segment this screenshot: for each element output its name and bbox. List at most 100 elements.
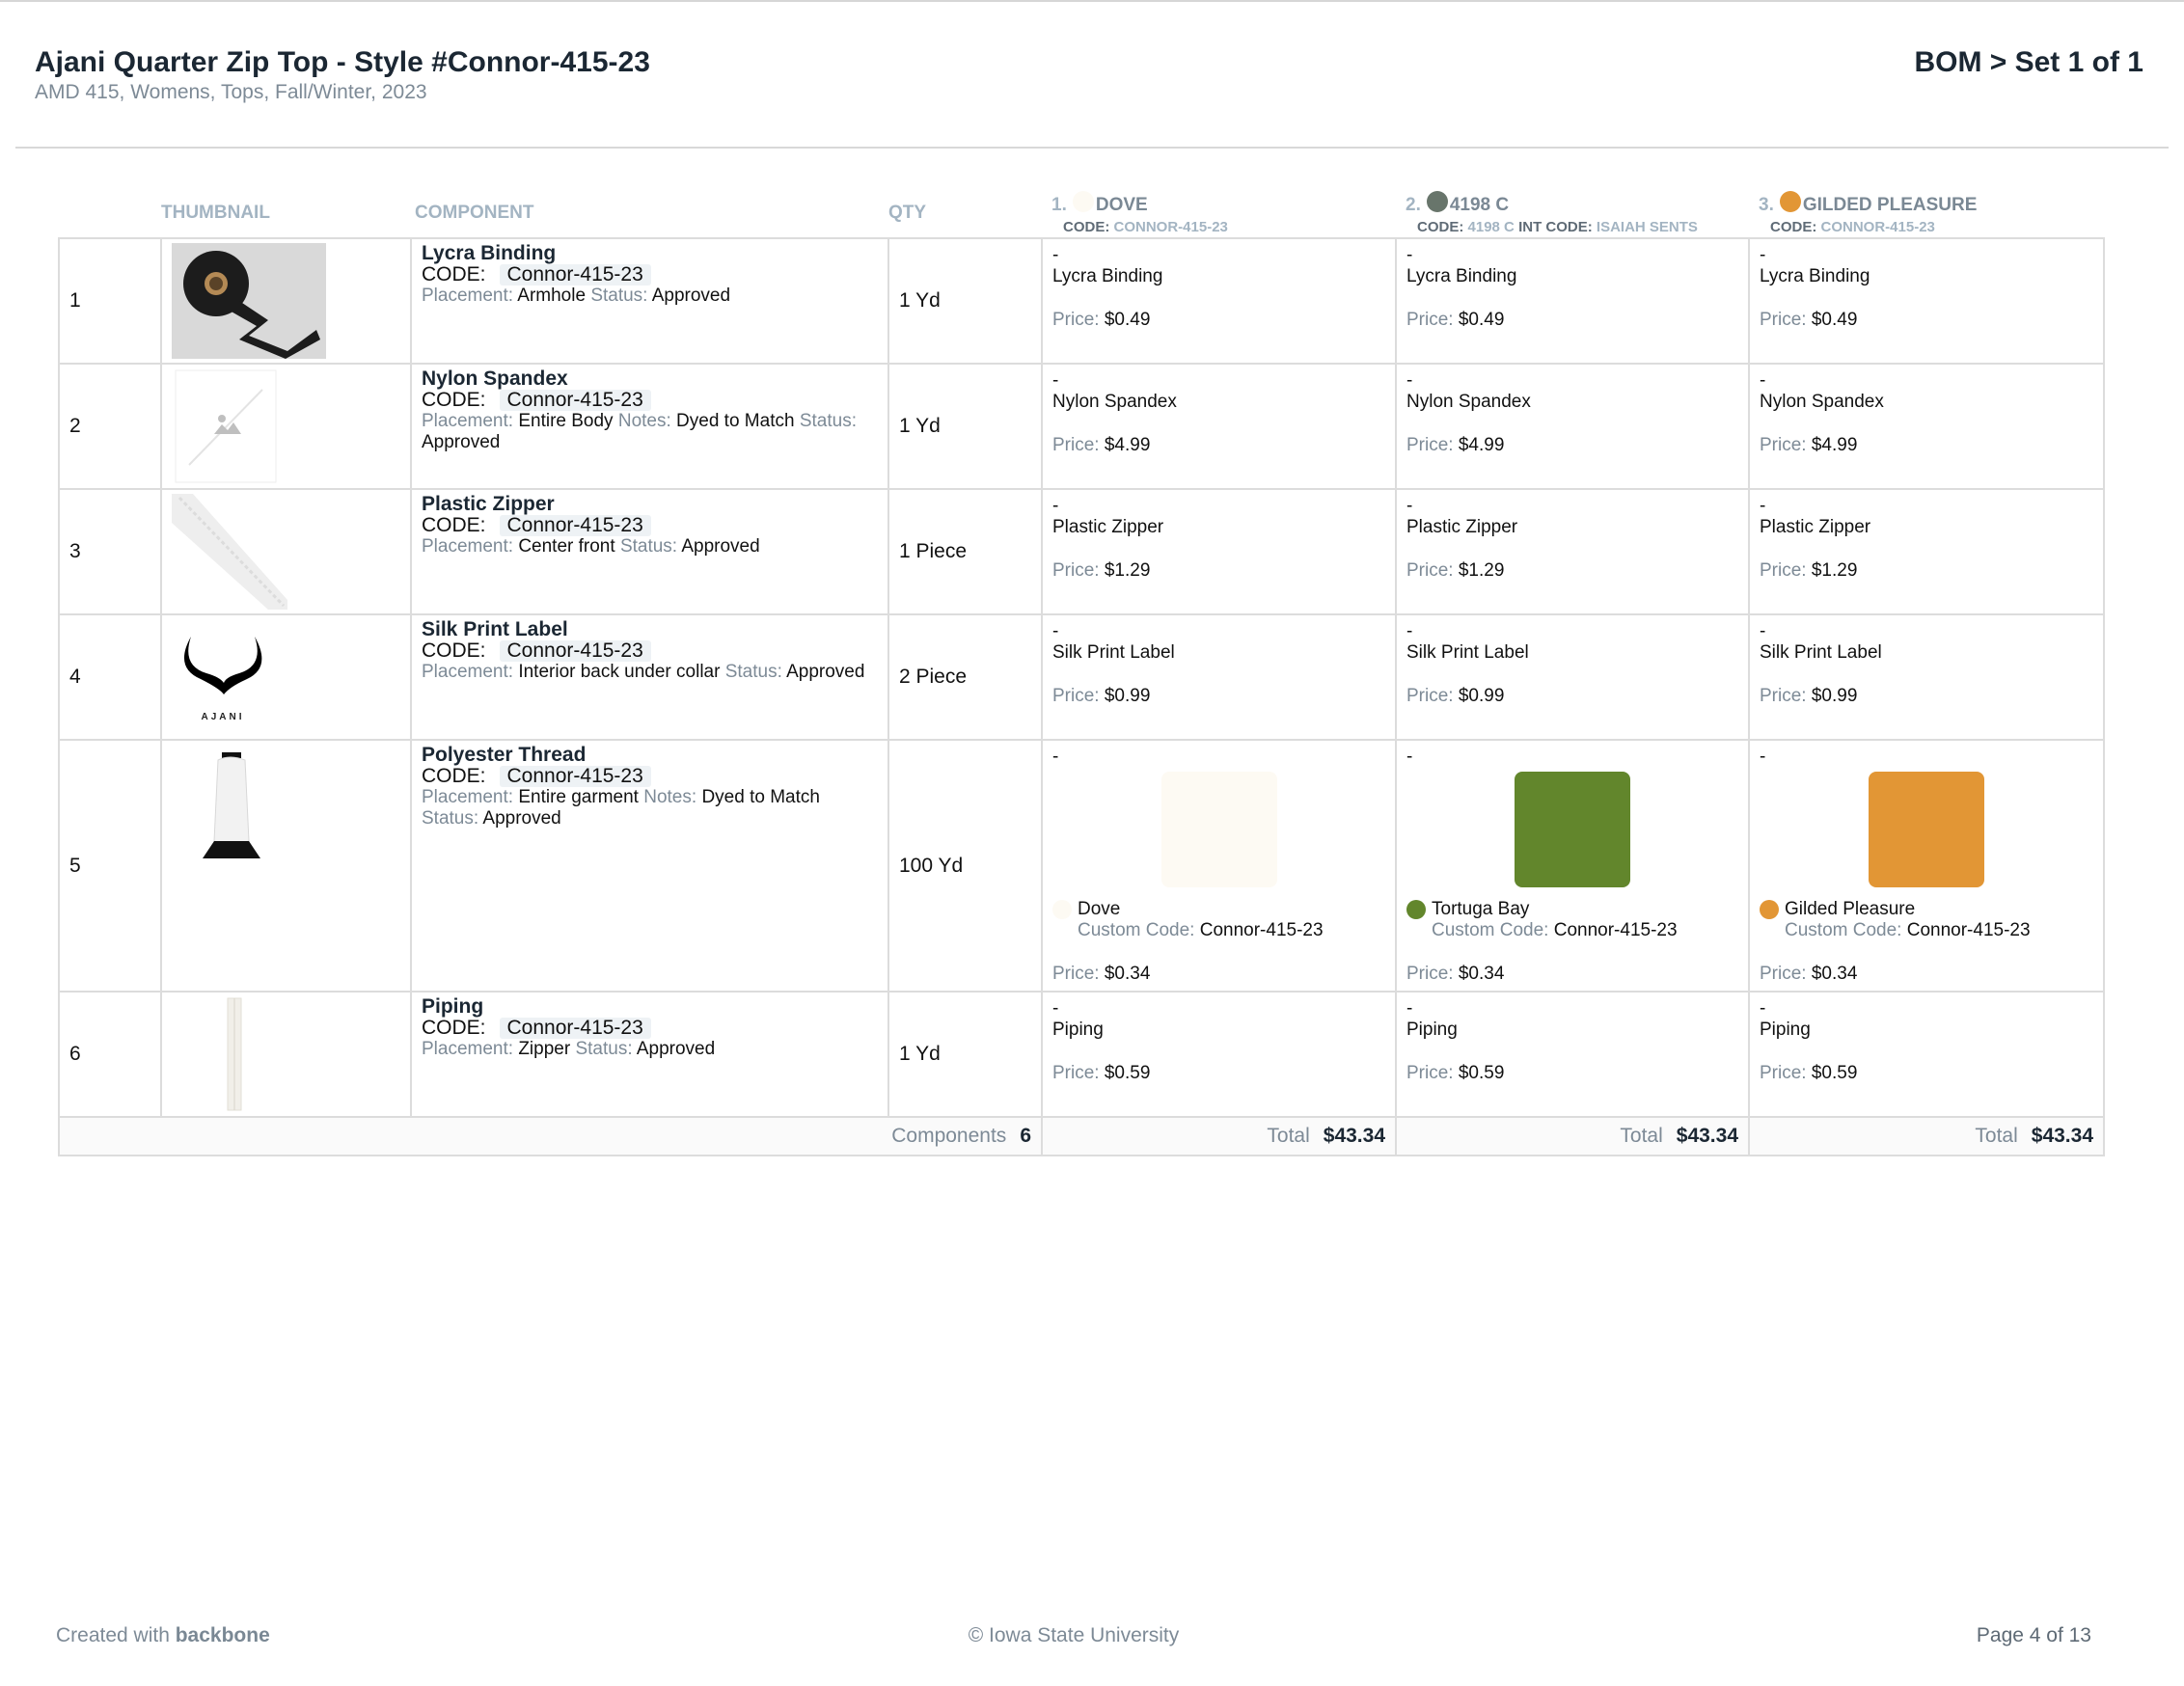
component-cell: Lycra Binding CODE: Connor-415-23 Placement… (410, 237, 889, 365)
created-with: Created with backbone (56, 1624, 270, 1647)
bom-row: 6 Piping CODE: Connor-415-23 Placement: Zipp… (58, 991, 2105, 1118)
material-name: Lycra Binding (1760, 266, 1870, 286)
component-code: Connor-415-23 (499, 640, 651, 662)
color-dot (1052, 900, 1072, 919)
created-with-label: Created with (56, 1624, 170, 1646)
svg-text:AJANI: AJANI (201, 712, 244, 722)
price-label: Price: (1760, 964, 1807, 984)
status-value: Approved (422, 432, 501, 452)
colorway-code-label: CODE: (1770, 219, 1817, 235)
price-value: $0.99 (1104, 686, 1151, 706)
components-label: Components (891, 1125, 1007, 1147)
cell-dash: - (1406, 245, 1413, 265)
colorway-cell: - Plastic Zipper Price: $1.29 (1041, 488, 1397, 615)
cell-dash: - (1760, 747, 1766, 767)
cell-dash: - (1406, 747, 1413, 767)
notes-label: Notes: (643, 787, 697, 807)
price-value: $0.59 (1811, 1063, 1858, 1083)
colorway-number: 1. (1051, 195, 1067, 215)
colorway-total-cell: Total $43.34 (1395, 1116, 1750, 1156)
bom-row: 5 Polyester Thread CODE: Connor-415-23 Place… (58, 739, 2105, 993)
status-label: Status: (422, 808, 479, 829)
bom-row: 3 Plastic Zipper CODE: Connor-415-23 Placeme… (58, 488, 2105, 615)
component-cell: Plastic Zipper CODE: Connor-415-23 Placemen… (410, 488, 889, 615)
colorway-header-gilded-pleasure: 3. GILDED PLEASURE CODE: CONNOR-415-23 (1749, 191, 2104, 238)
colorway-cell: - Nylon Spandex Price: $4.99 (1395, 363, 1750, 490)
price-label: Price: (1760, 1063, 1807, 1083)
component-name[interactable]: Silk Print Label (422, 618, 568, 640)
cell-dash: - (1406, 370, 1413, 391)
component-code-label: CODE: (422, 639, 486, 662)
component-name[interactable]: Piping (422, 995, 484, 1018)
material-name: Lycra Binding (1406, 266, 1517, 286)
color-swatch[interactable] (1160, 772, 1277, 887)
component-code-label: CODE: (422, 389, 486, 411)
cell-dash: - (1406, 496, 1413, 516)
ajani-logo-label-image[interactable]: AJANI (172, 619, 326, 735)
header-divider (15, 147, 2169, 149)
quantity-cell: 1 Piece (887, 488, 1043, 615)
row-number: 3 (58, 488, 162, 615)
placement-value: Entire Body (518, 411, 614, 431)
cell-dash: - (1406, 621, 1413, 641)
colorway-cell: - Plastic Zipper Price: $1.29 (1748, 488, 2105, 615)
colorway-total-cell: Total $43.34 (1748, 1116, 2105, 1156)
price-label: Price: (1052, 435, 1100, 455)
placement-label: Placement: (422, 787, 514, 807)
component-name[interactable]: Polyester Thread (422, 744, 587, 766)
component-name[interactable]: Plastic Zipper (422, 493, 555, 515)
placeholder-image-icon[interactable] (172, 368, 326, 484)
material-name: Piping (1760, 1020, 1811, 1040)
component-cell: Piping CODE: Connor-415-23 Placement: Zippe… (410, 991, 889, 1118)
custom-code-label: Custom Code: (1078, 920, 1195, 940)
component-code: Connor-415-23 (499, 766, 651, 787)
colorway-name: 4198 C (1449, 195, 1510, 215)
thread-spool-image[interactable] (172, 745, 326, 860)
cell-dash: - (1052, 621, 1059, 641)
plastic-zipper-image[interactable] (172, 494, 326, 610)
material-name: Nylon Spandex (1052, 392, 1177, 412)
colorway-cell: - Silk Print Label Price: $0.99 (1395, 613, 1750, 741)
lycra-binding-roll-image[interactable] (172, 243, 326, 359)
material-name: Silk Print Label (1406, 642, 1529, 663)
thumbnail-cell (160, 237, 412, 365)
custom-code-label: Custom Code: (1785, 920, 1902, 940)
price-value: $0.34 (1811, 964, 1858, 984)
table-header-row: THUMBNAIL COMPONENT QTY 1. DOVE CODE: CO… (59, 191, 2104, 238)
price-label: Price: (1406, 560, 1454, 581)
colorway-cell: - Lycra Binding Price: $0.49 (1041, 237, 1397, 365)
price-label: Price: (1760, 686, 1807, 706)
total-label: Total (1620, 1125, 1663, 1147)
colorway-dot (1072, 191, 1094, 212)
component-code: Connor-415-23 (499, 264, 651, 286)
colorway-int-code: ISAIAH SENTS (1596, 219, 1698, 235)
price-value: $0.99 (1811, 686, 1858, 706)
color-swatch[interactable] (1515, 772, 1630, 887)
price-value: $4.99 (1458, 435, 1505, 455)
price-value: $0.49 (1458, 310, 1505, 330)
colorway-cell: - Gilded Pleasure Custom Code: Connor-415-… (1748, 739, 2105, 993)
placement-label: Placement: (422, 536, 514, 557)
color-swatch[interactable] (1869, 772, 1984, 887)
backbone-brand-link[interactable]: backbone (175, 1624, 270, 1646)
component-code: Connor-415-23 (499, 515, 651, 536)
price-value: $1.29 (1811, 560, 1858, 581)
piping-image[interactable] (172, 996, 326, 1112)
thumbnail-column-header: THUMBNAIL (161, 203, 270, 223)
price-label: Price: (1406, 435, 1454, 455)
price-value: $0.59 (1104, 1063, 1151, 1083)
placement-value: Entire garment (518, 787, 639, 807)
component-name[interactable]: Nylon Spandex (422, 367, 568, 390)
component-name[interactable]: Lycra Binding (422, 242, 557, 264)
thumbnail-cell: AJANI (160, 613, 412, 741)
material-name: Silk Print Label (1760, 642, 1882, 663)
material-name: Silk Print Label (1052, 642, 1175, 663)
material-name: Nylon Spandex (1406, 392, 1531, 412)
material-name: Piping (1406, 1020, 1458, 1040)
component-code-label: CODE: (422, 1017, 486, 1039)
component-code: Connor-415-23 (499, 1018, 651, 1039)
total-value: $43.34 (2031, 1125, 2093, 1147)
status-label: Status: (724, 662, 782, 682)
total-label: Total (1975, 1125, 2018, 1147)
status-value: Approved (482, 808, 561, 829)
